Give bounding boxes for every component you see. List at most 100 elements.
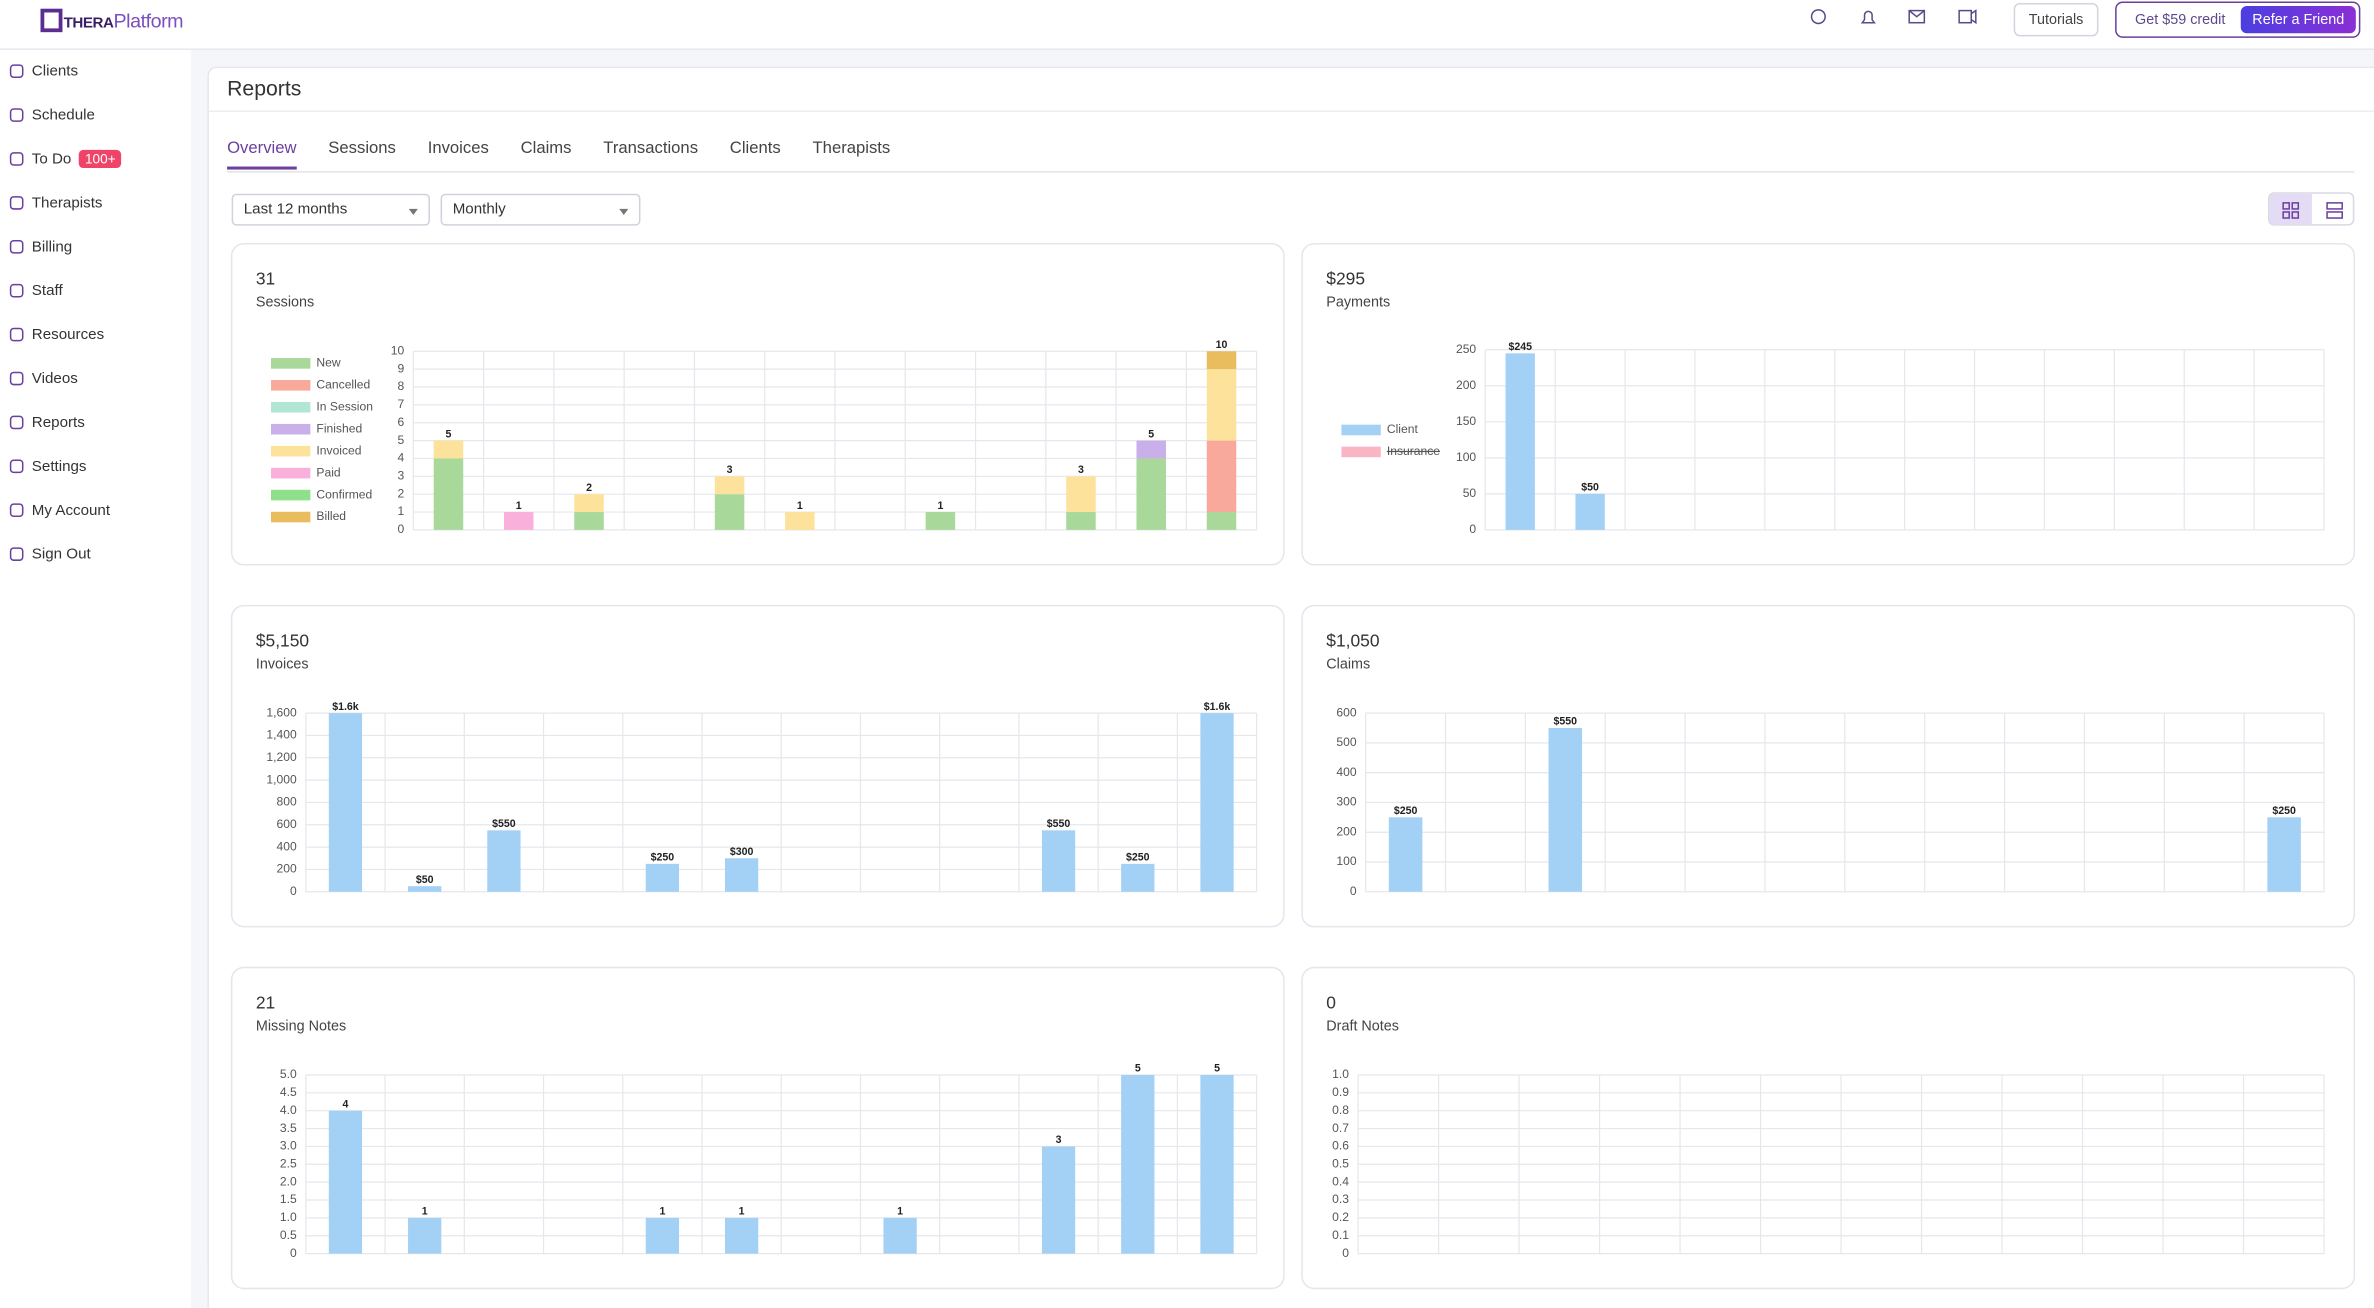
tab[interactable]: Overview <box>227 139 297 170</box>
sidebar-item[interactable]: Resources <box>9 322 104 346</box>
bar <box>1548 727 1583 892</box>
y-tick-label: 6 <box>397 415 404 429</box>
chart-total: $295 <box>1326 269 1365 289</box>
y-tick-label: 2.5 <box>280 1156 297 1170</box>
bar-value-label: $550 <box>1554 716 1578 728</box>
bar <box>1388 817 1423 892</box>
divider <box>208 110 2374 113</box>
refer-button[interactable]: Refer a Friend <box>2240 6 2356 34</box>
bar-value-label: $250 <box>1126 852 1150 864</box>
bar <box>1041 830 1076 892</box>
sidebar-item[interactable]: Staff <box>9 279 63 303</box>
bar <box>883 1217 917 1254</box>
y-tick-label: 500 <box>1336 735 1356 749</box>
sidebar-item[interactable]: Settings <box>9 454 87 478</box>
sidebar-label: Sign Out <box>31 545 91 563</box>
chart-label: Sessions <box>256 295 314 311</box>
sidebar-label: Schedule <box>31 106 95 124</box>
legend-swatch <box>271 380 311 391</box>
view-toggle-icons[interactable] <box>2269 193 2355 226</box>
y-tick-label: 0.5 <box>280 1228 297 1242</box>
bar-total-label: 5 <box>1148 428 1154 440</box>
tab[interactable]: Sessions <box>328 139 396 158</box>
sidebar-item[interactable]: Therapists <box>9 191 102 215</box>
sidebar-item[interactable]: Schedule <box>9 103 95 127</box>
y-tick-label: 2 <box>397 486 404 500</box>
y-tick-label: 0.1 <box>1332 1228 1349 1242</box>
bar <box>1575 493 1605 530</box>
bar <box>1121 1074 1155 1254</box>
y-tick-label: 10 <box>391 343 405 357</box>
y-tick-label: 250 <box>1456 342 1476 356</box>
bar-segment <box>433 458 464 530</box>
tab[interactable]: Therapists <box>812 139 891 158</box>
legend-label: Cancelled <box>316 378 370 392</box>
sidebar: Clients Schedule To Do 100+ Therapists Billin… <box>0 49 191 1308</box>
tab[interactable]: Invoices <box>427 139 489 158</box>
legend-swatch <box>1341 446 1381 458</box>
legend-label: New <box>316 356 340 370</box>
bar-segment <box>433 440 464 459</box>
header-icons[interactable] <box>1808 8 1990 29</box>
y-tick-label: 0.9 <box>1332 1085 1349 1099</box>
legend-label: Invoiced <box>316 443 361 457</box>
sidebar-icon <box>9 108 24 122</box>
sidebar-icon <box>9 152 24 166</box>
bar-segment <box>925 512 956 530</box>
tab[interactable]: Claims <box>520 139 572 158</box>
sidebar-icon <box>9 415 24 430</box>
y-tick-label: 0.2 <box>1332 1210 1349 1224</box>
y-tick-label: 1.5 <box>280 1192 297 1206</box>
sidebar-item[interactable]: My Account <box>9 498 110 522</box>
y-tick-label: 600 <box>277 817 297 831</box>
legend-swatch <box>271 489 311 501</box>
period-dropdown[interactable]: Last 12 months <box>231 193 430 226</box>
sidebar-item[interactable]: Clients <box>9 59 78 83</box>
chart-panel <box>1301 243 2356 566</box>
bar-segment <box>1136 440 1166 459</box>
bar <box>724 1217 759 1254</box>
tabs: Overview Sessions Invoices Claims Transactio… <box>227 139 891 170</box>
sidebar-item[interactable]: Videos <box>9 366 78 390</box>
sidebar-item[interactable]: Reports <box>9 410 85 434</box>
bar-value-label: 1 <box>897 1206 903 1218</box>
sidebar-label: Billing <box>31 238 73 256</box>
sidebar-item[interactable]: To Do 100+ <box>9 147 122 171</box>
y-tick-label: 1.0 <box>280 1210 297 1224</box>
y-tick-label: 0.5 <box>1332 1156 1349 1170</box>
sidebar-item[interactable]: Billing <box>9 235 72 259</box>
chart-panel <box>230 243 1285 566</box>
y-tick-label: 300 <box>1336 795 1356 809</box>
y-tick-label: 0 <box>1342 1246 1349 1260</box>
bar <box>1505 353 1535 530</box>
bar-total-label: 5 <box>446 428 452 440</box>
y-tick-label: 0 <box>397 522 404 536</box>
credit-button[interactable]: Get $59 credit <box>2135 11 2226 29</box>
bar-value-label: 5 <box>1135 1063 1141 1075</box>
bar-total-label: 10 <box>1216 339 1228 351</box>
y-tick-label: 4.0 <box>280 1103 297 1117</box>
tutorials-button[interactable]: Tutorials <box>2013 3 2099 37</box>
sidebar-icon <box>9 371 24 386</box>
bar-segment <box>1066 512 1096 530</box>
bar <box>1121 863 1155 892</box>
y-tick-label: 1,200 <box>266 750 297 764</box>
chart-label: Missing Notes <box>256 1018 346 1034</box>
interval-dropdown[interactable]: Monthly <box>440 193 641 226</box>
sidebar-label: Clients <box>31 62 79 80</box>
bar-value-label: $250 <box>1394 805 1418 817</box>
bar-value-label: 3 <box>1056 1134 1062 1146</box>
legend-label: In Session <box>316 399 373 413</box>
bar-value-label: 1 <box>659 1206 665 1218</box>
sidebar-item[interactable]: Sign Out <box>9 542 91 566</box>
legend-label: Finished <box>316 421 362 435</box>
bar-value-label: 5 <box>1214 1063 1220 1075</box>
y-tick-label: 9 <box>397 361 404 375</box>
chart-total: 31 <box>256 269 275 289</box>
page-title: Reports <box>227 75 302 100</box>
tab[interactable]: Transactions <box>603 139 699 158</box>
y-tick-label: 1 <box>397 504 404 518</box>
bar-total-label: 1 <box>937 500 943 512</box>
tab[interactable]: Clients <box>729 139 781 158</box>
